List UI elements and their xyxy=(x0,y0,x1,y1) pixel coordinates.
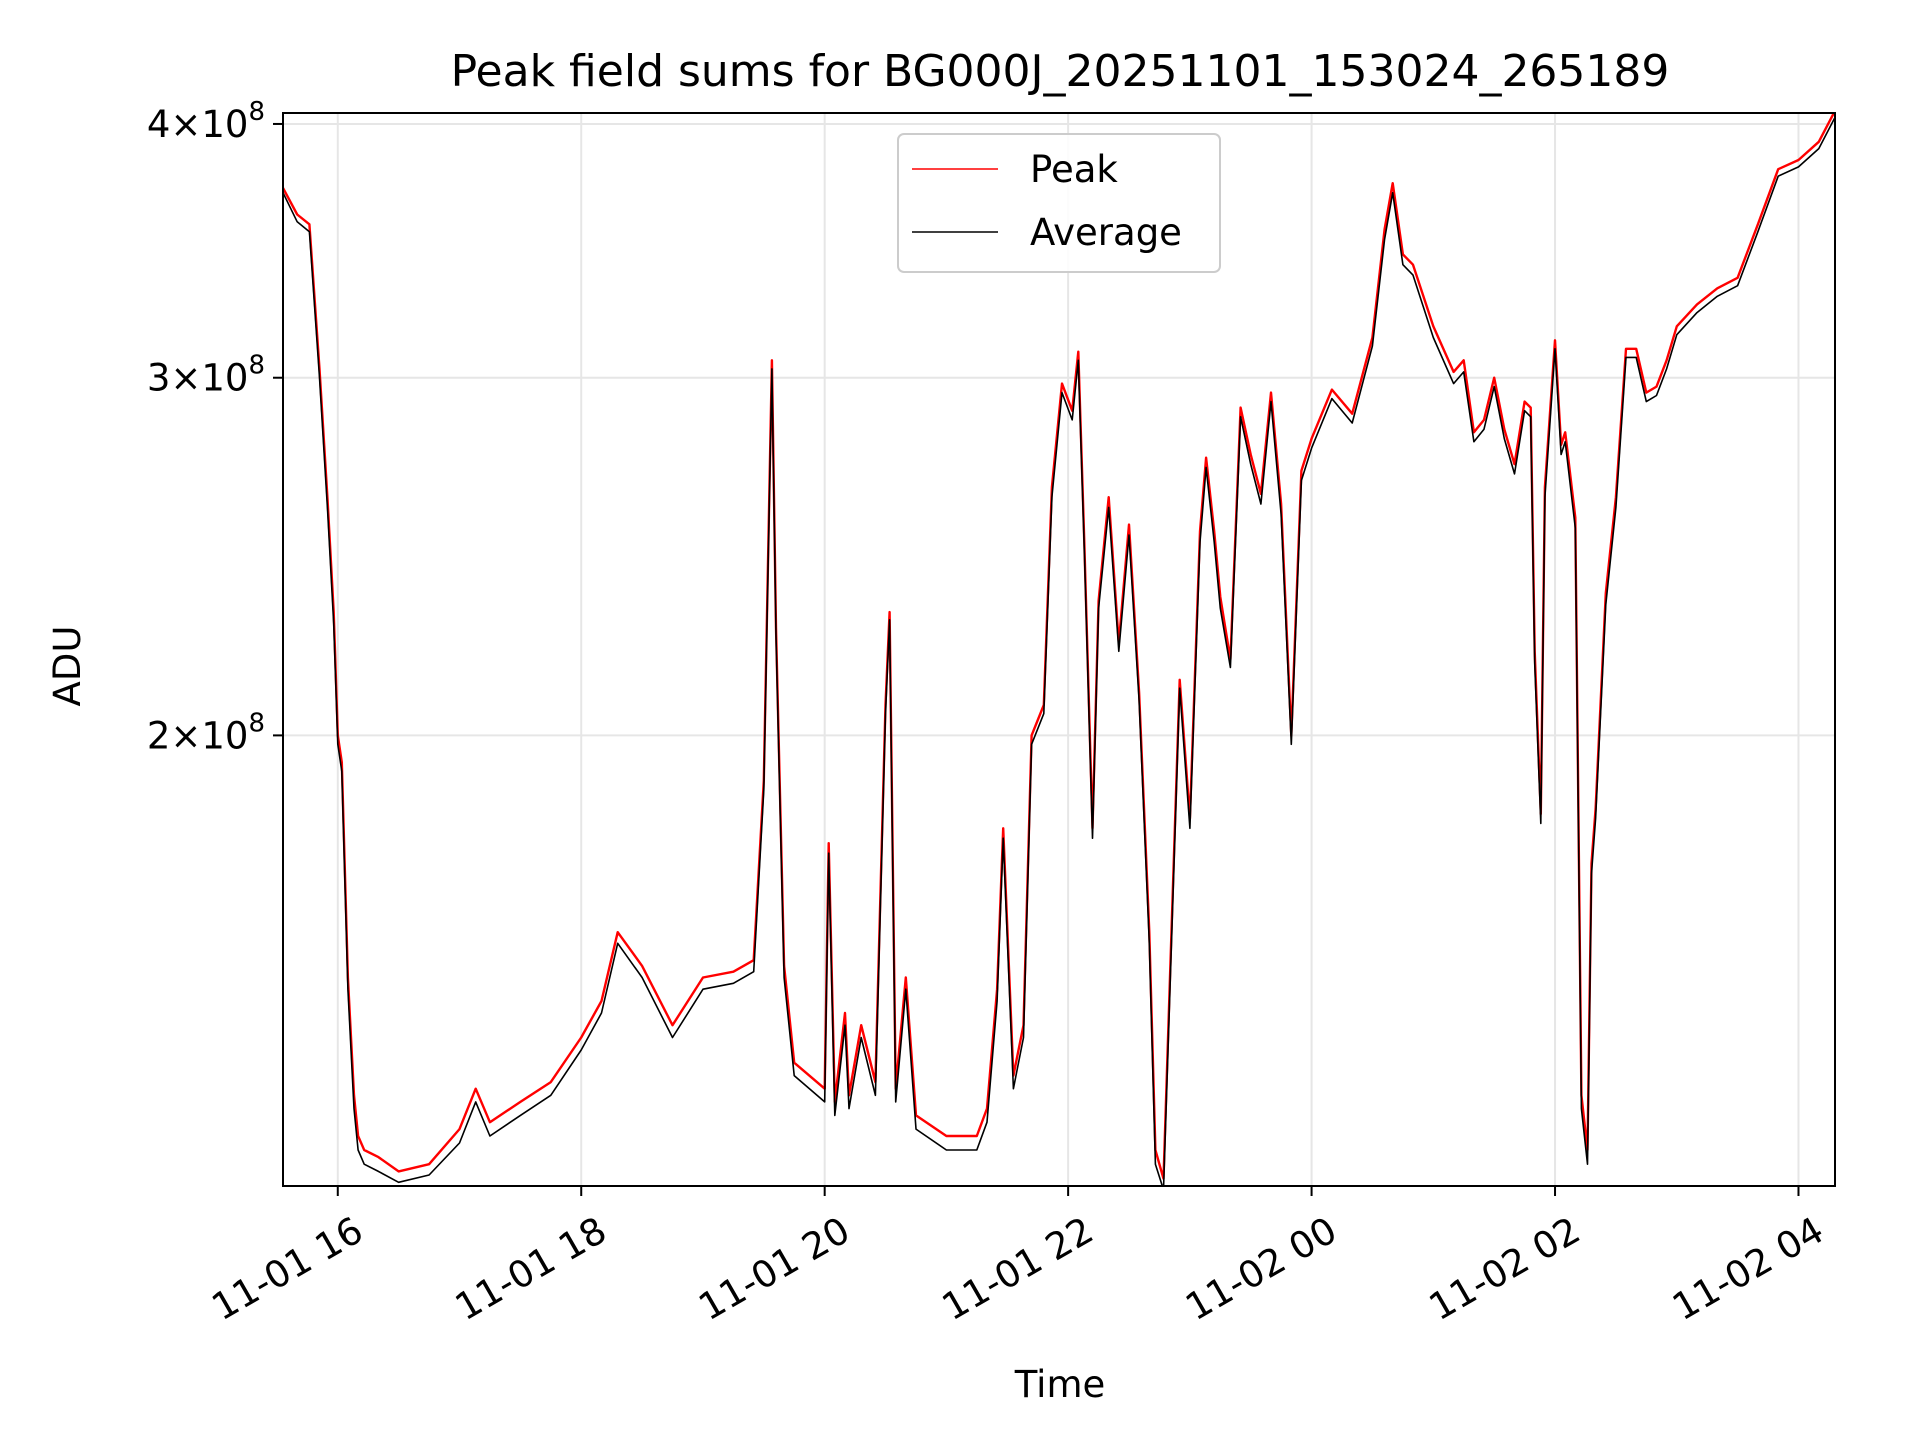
chart-title: Peak field sums for BG000J_20251101_1530… xyxy=(451,46,1670,97)
y-tick-label: 4×108 xyxy=(147,97,265,146)
x-axis-label: Time xyxy=(1014,1363,1106,1406)
legend-label-average: Average xyxy=(1030,211,1182,254)
grid-lines xyxy=(283,113,1835,1186)
plot-frame xyxy=(282,112,1836,1187)
legend: Peak Average xyxy=(897,133,1221,273)
y-axis-label: ADU xyxy=(46,626,89,707)
series-line-average xyxy=(283,117,1835,1186)
y-tick-label: 3×108 xyxy=(147,351,265,400)
plot-area xyxy=(283,113,1835,1186)
legend-label-peak: Peak xyxy=(1030,148,1118,191)
y-tick-label: 2×108 xyxy=(147,708,265,757)
